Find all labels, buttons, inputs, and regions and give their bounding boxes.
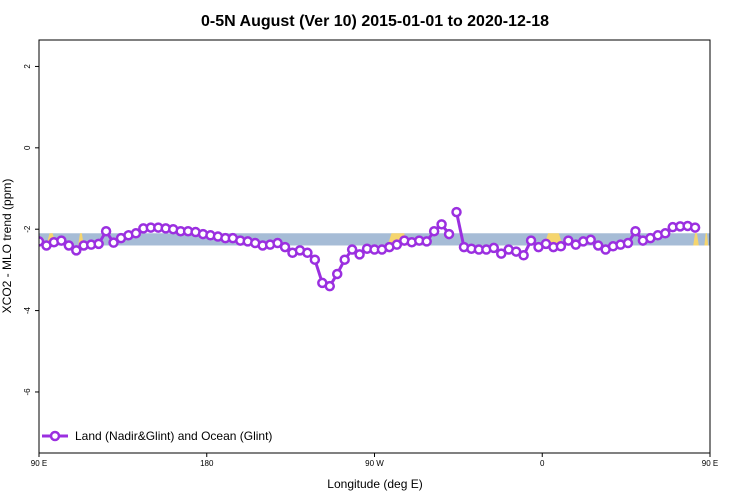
data-point (272, 237, 283, 249)
data-point (130, 228, 142, 239)
data-point (428, 225, 440, 237)
series-layer (39, 206, 701, 292)
data-point (660, 228, 671, 239)
data-point (100, 225, 112, 237)
data-point (339, 254, 350, 265)
chart-title: 0-5N August (Ver 10) 2015-01-01 to 2020-… (201, 13, 549, 30)
y-axis: 2 0 -2 -4 -6 (23, 64, 39, 396)
data-point (563, 235, 574, 246)
x-tick-label: 90 E (702, 459, 718, 468)
data-point (56, 235, 67, 246)
data-point (592, 240, 604, 251)
data-point (331, 268, 343, 280)
y-tick-label: 0 (23, 145, 32, 150)
data-point (518, 249, 529, 261)
data-point (421, 236, 432, 247)
data-point (391, 239, 403, 250)
x-tick-label: 0 (540, 459, 545, 468)
data-point (555, 241, 567, 252)
data-point (324, 280, 336, 292)
data-point (346, 244, 358, 255)
data-point (108, 237, 119, 248)
land-patch (704, 233, 709, 246)
x-tick-label: 180 (200, 459, 214, 468)
x-axis: 90 E 180 90 W 0 90 E (31, 453, 718, 468)
legend-marker (49, 430, 61, 442)
data-point (436, 219, 447, 230)
data-point (622, 237, 634, 249)
data-point (71, 245, 82, 256)
data-point (93, 238, 104, 250)
data-point (630, 225, 641, 237)
data-point (689, 222, 701, 233)
data-point (443, 228, 455, 240)
x-tick-label: 90 E (31, 459, 47, 468)
data-point (495, 248, 507, 259)
data-point (279, 241, 291, 253)
land-patch (693, 233, 699, 246)
data-point (354, 249, 365, 260)
data-point (302, 247, 313, 259)
y-tick-label: -4 (23, 306, 32, 314)
data-point (309, 254, 321, 265)
data-point (451, 206, 462, 218)
y-axis-label: XCO2 - MLO trend (ppm) (0, 179, 14, 314)
x-tick-label: 90 W (365, 459, 384, 468)
data-point (63, 240, 75, 251)
data-point (525, 235, 537, 246)
y-tick-label: 2 (23, 64, 32, 69)
y-tick-label: -2 (23, 225, 32, 233)
legend: Land (Nadir&Glint) and Ocean (Glint) (42, 429, 272, 443)
data-point (488, 242, 500, 254)
data-point (585, 234, 596, 246)
legend-label: Land (Nadir&Glint) and Ocean (Glint) (75, 429, 272, 443)
y-tick-label: -6 (23, 388, 32, 396)
x-axis-label: Longitude (deg E) (327, 477, 422, 491)
